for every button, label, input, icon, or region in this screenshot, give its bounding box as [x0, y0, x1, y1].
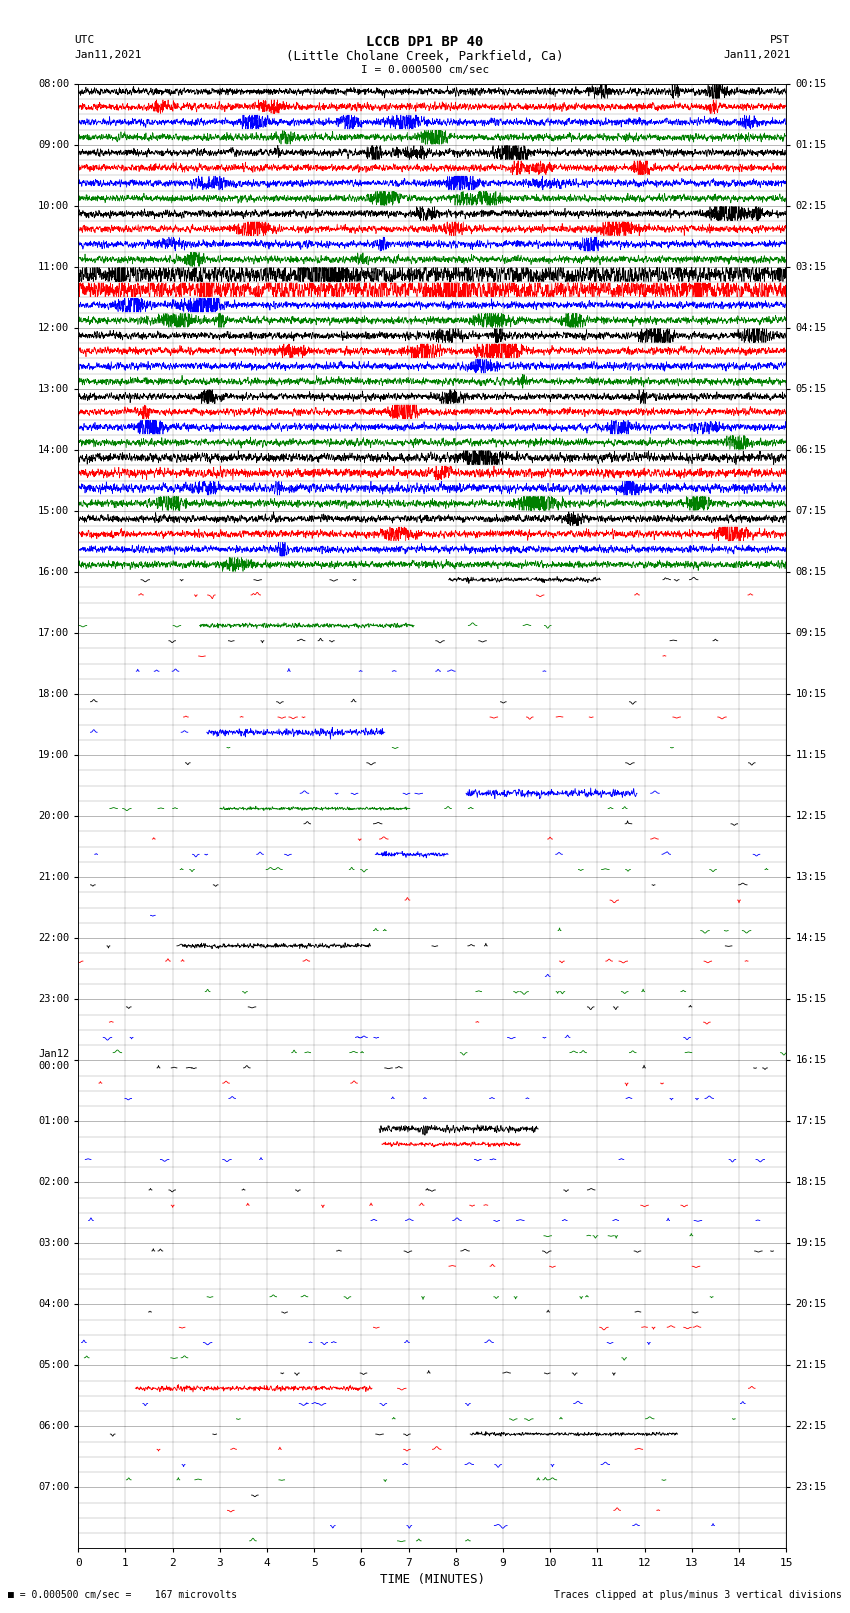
Text: UTC: UTC [74, 35, 94, 45]
X-axis label: TIME (MINUTES): TIME (MINUTES) [380, 1573, 484, 1586]
Text: Traces clipped at plus/minus 3 vertical divisions: Traces clipped at plus/minus 3 vertical … [553, 1590, 842, 1600]
Text: ■ = 0.000500 cm/sec =    167 microvolts: ■ = 0.000500 cm/sec = 167 microvolts [8, 1590, 238, 1600]
Text: Jan11,2021: Jan11,2021 [74, 50, 141, 60]
Text: I = 0.000500 cm/sec: I = 0.000500 cm/sec [361, 65, 489, 74]
Text: (Little Cholane Creek, Parkfield, Ca): (Little Cholane Creek, Parkfield, Ca) [286, 50, 564, 63]
Text: LCCB DP1 BP 40: LCCB DP1 BP 40 [366, 35, 484, 50]
Text: Jan11,2021: Jan11,2021 [723, 50, 791, 60]
Text: PST: PST [770, 35, 790, 45]
